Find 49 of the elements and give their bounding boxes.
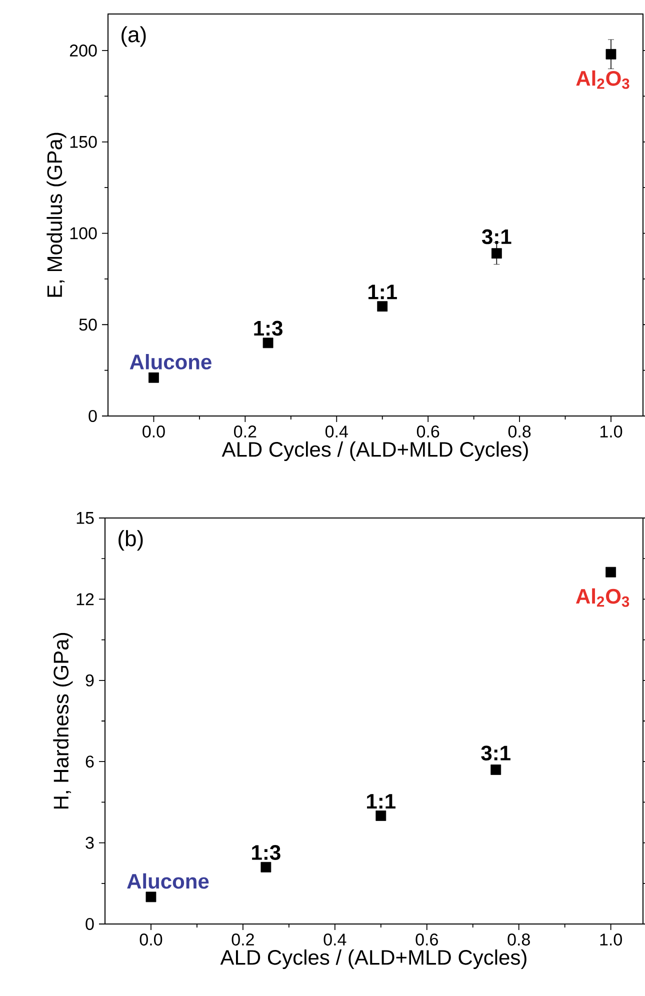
annotation: Al$_{2}$O$_{3}$: [576, 70, 630, 89]
x-tick-label: 0.4: [324, 934, 346, 946]
annotation: 1:3: [252, 845, 280, 860]
x-tick-label: 0.4: [325, 426, 348, 438]
point: [148, 372, 159, 383]
annotation: 3:1: [481, 746, 510, 761]
y-axis-title: E, Modulus (GPa): [46, 132, 66, 297]
point: [260, 862, 272, 872]
y-tick-label: 100: [70, 227, 97, 240]
y-tick-label: 150: [70, 136, 97, 148]
x-tick-label: 0.2: [232, 934, 254, 946]
point: [490, 764, 502, 775]
point: [606, 49, 616, 60]
point: [491, 248, 502, 259]
y-tick-label: 12: [76, 593, 94, 606]
point: [606, 566, 616, 578]
text: (a): [122, 26, 146, 47]
y-tick-label: 0: [88, 410, 97, 422]
annotation: Al$_{2}$O$_{3}$: [576, 588, 630, 607]
x-tick-label: 0.0: [140, 934, 162, 946]
x-tick-label: 0.6: [416, 934, 438, 946]
point: [376, 810, 386, 821]
annotation: 1:1: [367, 794, 396, 809]
y-tick-label: 9: [86, 674, 94, 686]
annotation: 1:3: [254, 320, 282, 336]
x-tick-label: 0.8: [508, 934, 530, 946]
annotation: 3:1: [482, 229, 512, 244]
x-axis-title: ALD Cycles / (ALD+MLD Cycles): [220, 949, 526, 969]
y-tick-label: 0: [86, 918, 94, 930]
y-tick-label: 50: [79, 318, 97, 331]
y-tick-label: 200: [70, 44, 97, 57]
x-tick-label: 0.8: [508, 426, 531, 438]
x-tick-label: 0.0: [142, 426, 165, 438]
x-tick-label: 1.0: [600, 934, 622, 946]
x-tick-label: 0.6: [416, 426, 440, 438]
y-tick-label: 15: [76, 512, 94, 524]
x-axis-title: ALD Cycles / (ALD+MLD Cycles): [222, 441, 528, 462]
x-tick-label: 0.2: [234, 426, 256, 438]
x-tick-label: 1.0: [600, 426, 622, 438]
annotation: Alucone: [130, 354, 212, 370]
annotation: Alucone: [127, 873, 209, 889]
point: [377, 301, 388, 312]
y-tick-label: 3: [86, 836, 94, 849]
point: [146, 892, 156, 902]
point: [262, 338, 274, 348]
y-tick-label: 6: [86, 756, 94, 768]
annotation: 1:1: [368, 284, 397, 300]
text: (b): [118, 530, 143, 551]
y-axis-title: H, Hardness (GPa): [53, 633, 73, 809]
